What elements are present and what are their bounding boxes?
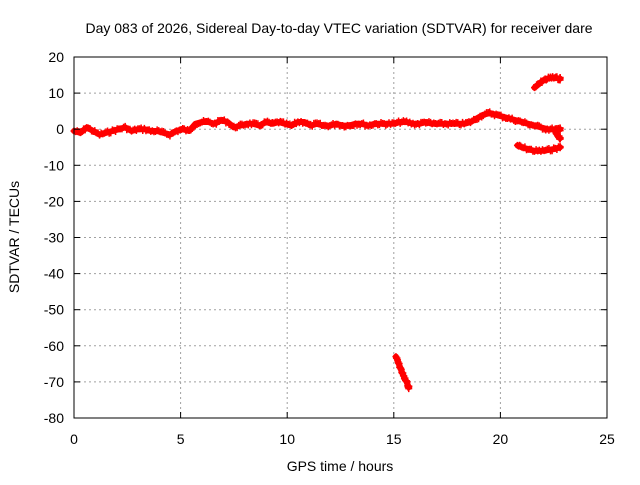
y-tick-label: -40	[44, 266, 64, 282]
y-tick-label: -30	[44, 230, 64, 246]
y-tick-label: -70	[44, 374, 64, 390]
data-point	[556, 135, 564, 143]
y-tick-label: 0	[56, 121, 64, 137]
y-axis-label: SDTVAR / TECUs	[6, 181, 22, 293]
chart-title: Day 083 of 2026, Sidereal Day-to-day VTE…	[85, 20, 592, 36]
y-tick-label: -60	[44, 338, 64, 354]
data-point	[556, 143, 564, 151]
y-tick-label: 20	[48, 49, 64, 65]
x-tick-label: 10	[279, 431, 295, 447]
y-tick-label: -10	[44, 157, 64, 173]
x-tick-label: 5	[177, 431, 185, 447]
data-series	[70, 73, 564, 393]
tick-labels: 0 5 10 15 20 25 20 10 0 -10 -20 -30 -40 -50 -60 -70 -80	[44, 49, 615, 447]
grid-lines	[74, 57, 607, 418]
x-tick-label: 25	[599, 431, 615, 447]
y-tick-label: -50	[44, 302, 64, 318]
y-tick-label: 10	[48, 85, 64, 101]
data-point	[556, 74, 564, 82]
axis-ticks	[73, 56, 608, 419]
data-point	[212, 120, 220, 128]
y-tick-label: -80	[44, 410, 64, 426]
x-tick-label: 0	[70, 431, 78, 447]
x-axis-label: GPS time / hours	[287, 458, 394, 474]
x-tick-label: 20	[493, 431, 509, 447]
x-tick-label: 15	[386, 431, 402, 447]
y-tick-label: -20	[44, 193, 64, 209]
data-point	[405, 382, 413, 390]
